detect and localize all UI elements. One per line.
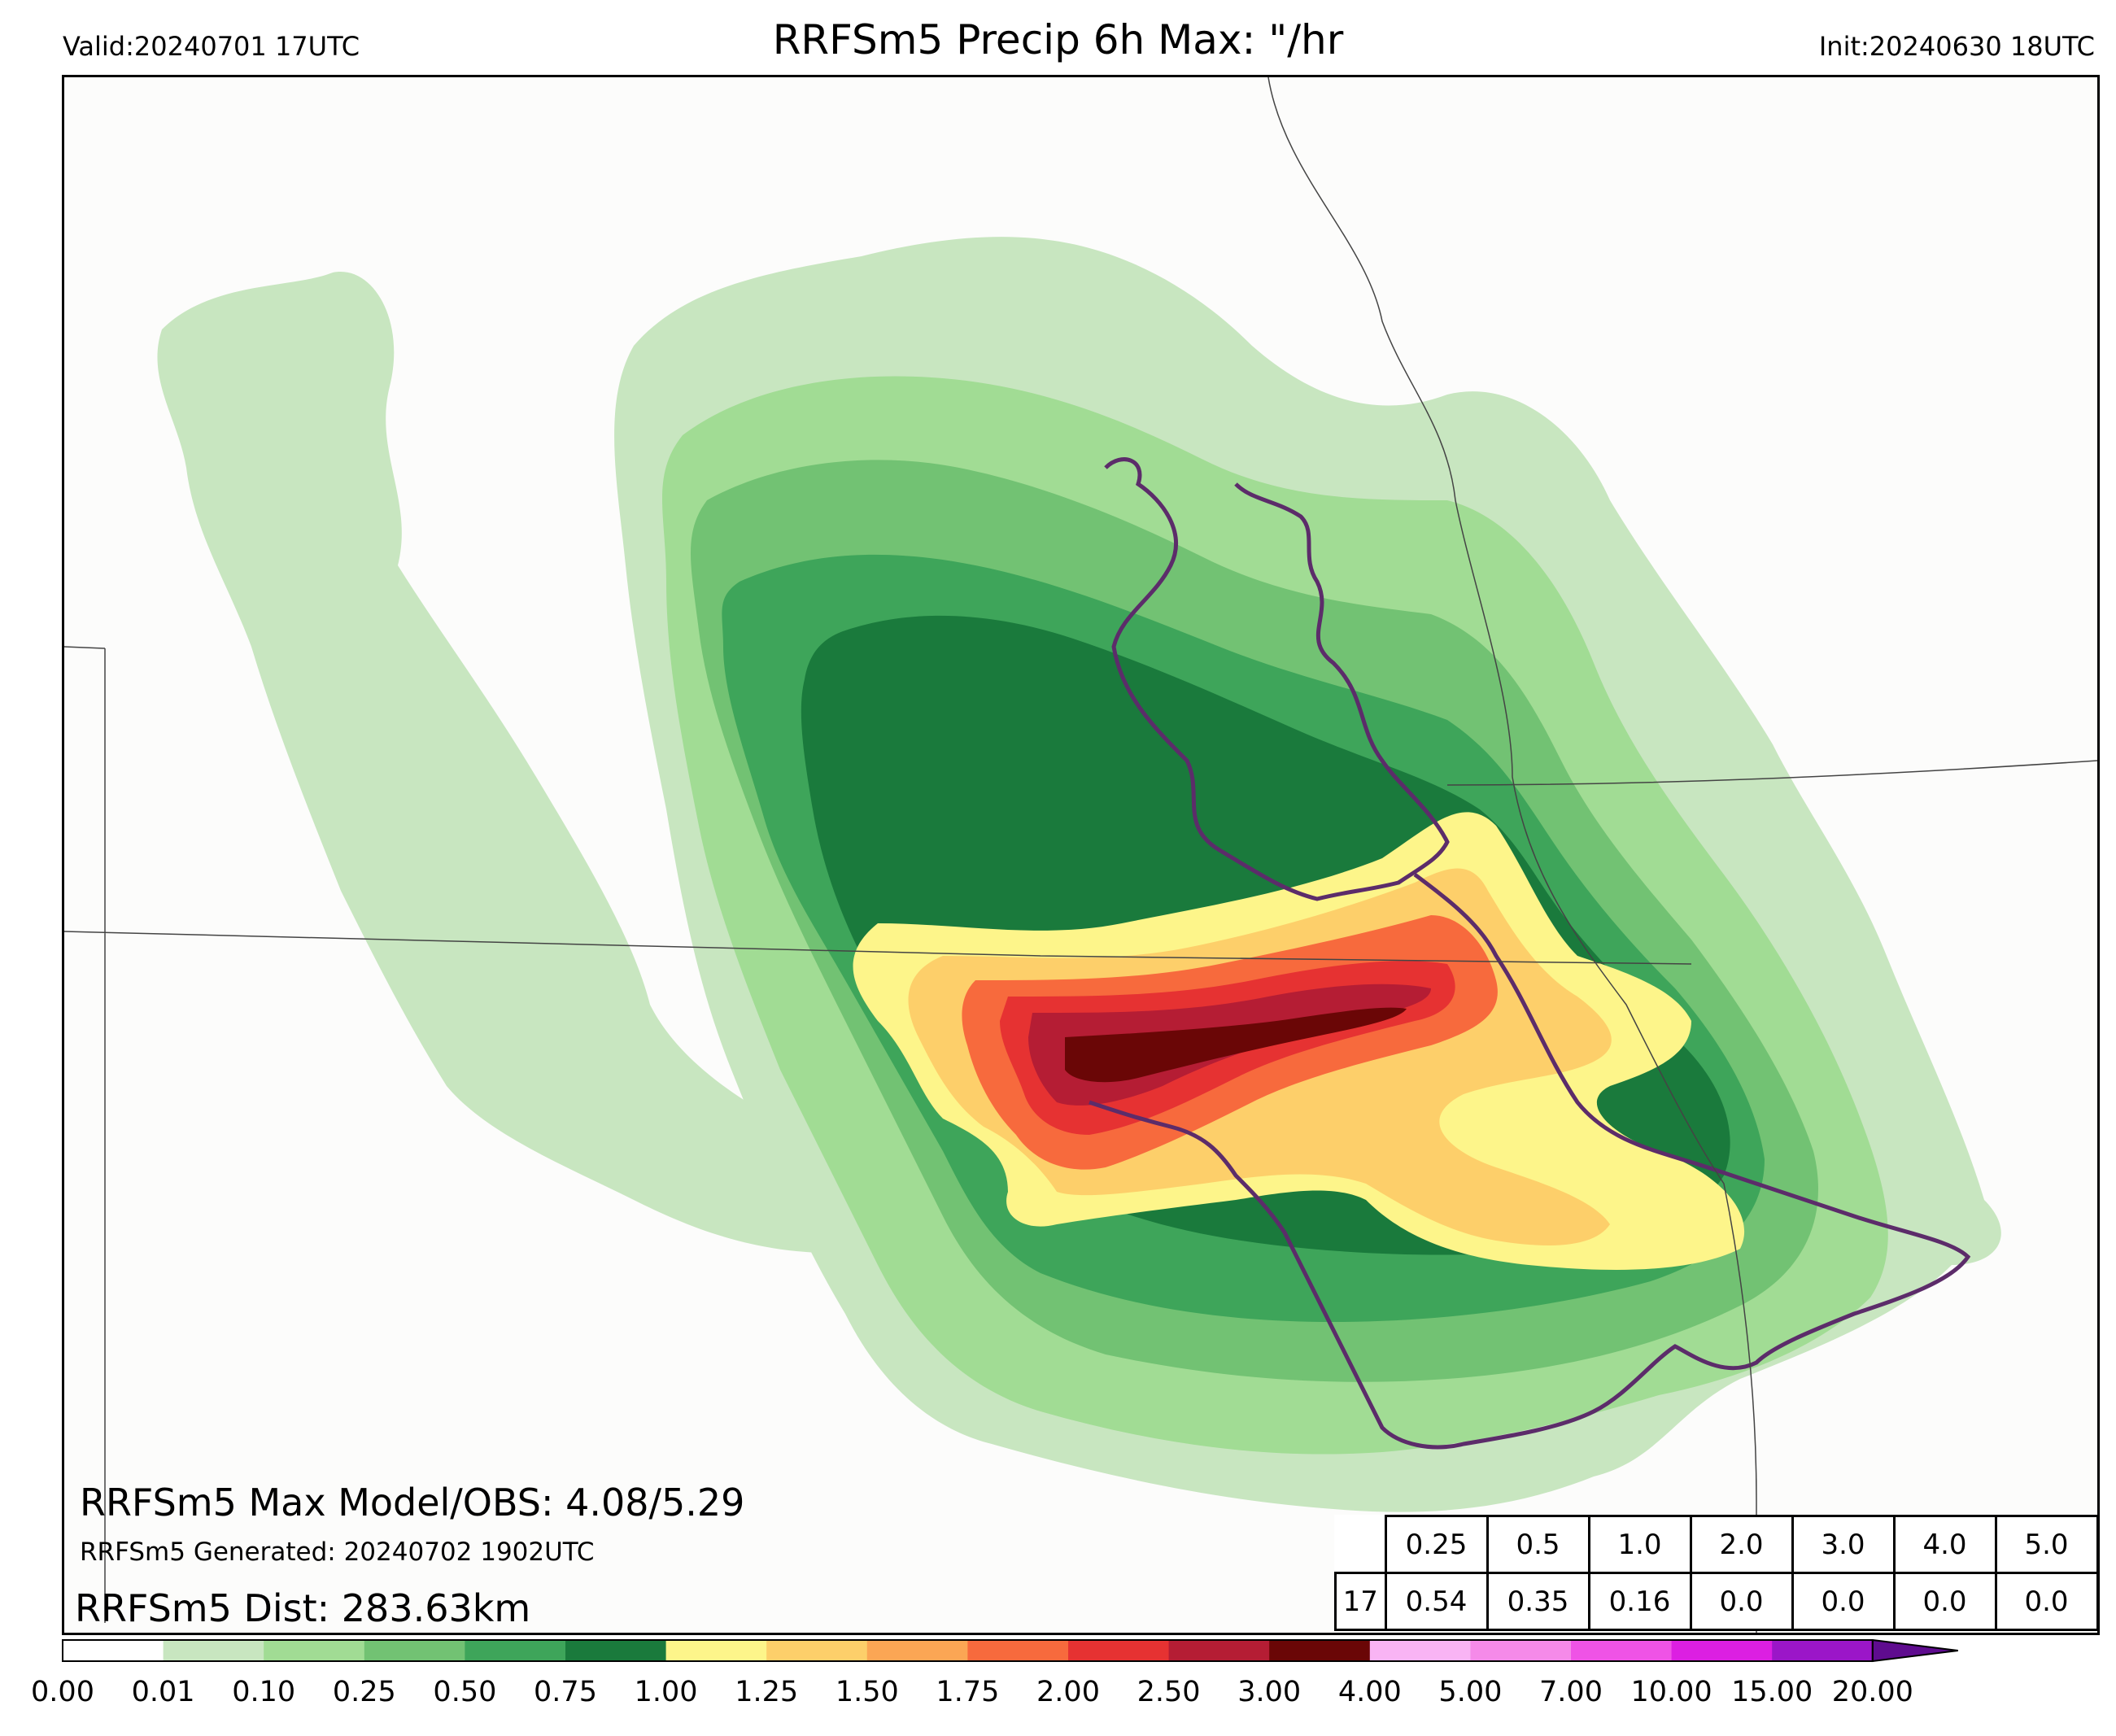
colorbar-tick-label: 0.01 bbox=[131, 1676, 195, 1708]
colorbar-segment bbox=[866, 1640, 968, 1661]
colorbar-tick-label: 0.00 bbox=[31, 1676, 94, 1708]
colorbar-segment bbox=[63, 1640, 164, 1661]
colorbar-segment bbox=[364, 1640, 465, 1661]
precip-area-0.01 bbox=[157, 272, 918, 1254]
table-corner bbox=[1336, 1516, 1386, 1573]
value-cell: 0.35 bbox=[1486, 1572, 1590, 1631]
colorbar-segment bbox=[1571, 1640, 1673, 1661]
colorbar-tick-label: 1.25 bbox=[735, 1676, 799, 1708]
value-cell: 0.0 bbox=[1791, 1572, 1896, 1631]
threshold-cell: 1.0 bbox=[1587, 1515, 1692, 1574]
colorbar-segment bbox=[967, 1640, 1069, 1661]
precip-map bbox=[62, 75, 2100, 1635]
precip-map-canvas bbox=[64, 77, 2097, 1633]
threshold-cell: 5.0 bbox=[1994, 1515, 2099, 1574]
threshold-cell: 3.0 bbox=[1791, 1515, 1896, 1574]
colorbar-segment bbox=[565, 1640, 667, 1661]
colorbar-segment bbox=[1470, 1640, 1572, 1661]
colorbar-tick-label: 5.00 bbox=[1438, 1676, 1503, 1708]
observed-outline bbox=[1089, 457, 1971, 1450]
colorbar-tick-label: 0.50 bbox=[433, 1676, 497, 1708]
colorbar-tick-label: 3.00 bbox=[1237, 1676, 1302, 1708]
colorbar-segment bbox=[465, 1640, 566, 1661]
init-time-label: Init:20240630 18UTC bbox=[1818, 31, 2095, 62]
value-cell: 0.0 bbox=[1892, 1572, 1997, 1631]
threshold-header-row: 0.25 0.5 1.0 2.0 3.0 4.0 5.0 bbox=[1336, 1515, 2099, 1574]
colorbar-extend-arrow bbox=[1871, 1638, 1958, 1663]
colorbar-tick-label: 0.10 bbox=[232, 1676, 296, 1708]
value-cell: 0.0 bbox=[1994, 1572, 2099, 1631]
colorbar-tick-label: 2.50 bbox=[1137, 1676, 1201, 1708]
valid-time-label: Valid:20240701 17UTC bbox=[63, 31, 360, 62]
colorbar-segment bbox=[1671, 1640, 1773, 1661]
threshold-cell: 0.25 bbox=[1384, 1515, 1489, 1574]
hour-cell: 17 bbox=[1334, 1572, 1387, 1631]
colorbar-tick-label: 1.75 bbox=[936, 1676, 1000, 1708]
threshold-cell: 4.0 bbox=[1892, 1515, 1997, 1574]
precip-area-3.00 bbox=[1065, 1007, 1407, 1083]
value-cell: 0.16 bbox=[1587, 1572, 1692, 1631]
colorbar bbox=[62, 1638, 1958, 1663]
threshold-cell: 2.0 bbox=[1689, 1515, 1794, 1574]
colorbar-segment bbox=[1772, 1640, 1874, 1661]
colorbar-segment bbox=[665, 1640, 767, 1661]
colorbar-tick-label: 0.25 bbox=[332, 1676, 396, 1708]
colorbar-tick-label: 7.00 bbox=[1539, 1676, 1603, 1708]
colorbar-tick-label: 2.00 bbox=[1036, 1676, 1100, 1708]
colorbar-segment bbox=[766, 1640, 868, 1661]
colorbar-tick-label: 20.00 bbox=[1831, 1676, 1913, 1708]
colorbar-tick-label: 1.00 bbox=[634, 1676, 698, 1708]
colorbar-segment bbox=[1168, 1640, 1270, 1661]
state-border bbox=[64, 77, 2097, 1633]
colorbar-tick-label: 10.00 bbox=[1630, 1676, 1712, 1708]
colorbar-segment bbox=[1068, 1640, 1170, 1661]
colorbar-segment bbox=[163, 1640, 264, 1661]
colorbar-tick-label: 4.00 bbox=[1337, 1676, 1402, 1708]
threshold-value-row: 17 0.54 0.35 0.16 0.0 0.0 0.0 0.0 bbox=[1334, 1572, 2099, 1631]
threshold-table: 0.25 0.5 1.0 2.0 3.0 4.0 5.0 17 0.54 0.3… bbox=[1334, 1515, 2099, 1631]
generated-label: RRFSm5 Generated: 20240702 1902UTC bbox=[80, 1538, 595, 1567]
colorbar-segment bbox=[1269, 1640, 1371, 1661]
value-cell: 0.0 bbox=[1689, 1572, 1794, 1631]
threshold-cell: 0.5 bbox=[1486, 1515, 1590, 1574]
colorbar-segment bbox=[264, 1640, 365, 1661]
colorbar-tick-label: 1.50 bbox=[835, 1676, 899, 1708]
colorbar-tick-label: 15.00 bbox=[1731, 1676, 1813, 1708]
value-cell: 0.54 bbox=[1384, 1572, 1489, 1631]
colorbar-segment bbox=[1369, 1640, 1471, 1661]
max-model-obs-label: RRFSm5 Max Model/OBS: 4.08/5.29 bbox=[80, 1481, 745, 1524]
map-title: RRFSm5 Precip 6h Max: "/hr bbox=[772, 16, 1344, 63]
colorbar-tick-label: 0.75 bbox=[534, 1676, 597, 1708]
colorbar-border bbox=[62, 1639, 1874, 1662]
distance-label: RRFSm5 Dist: 283.63km bbox=[75, 1586, 531, 1630]
